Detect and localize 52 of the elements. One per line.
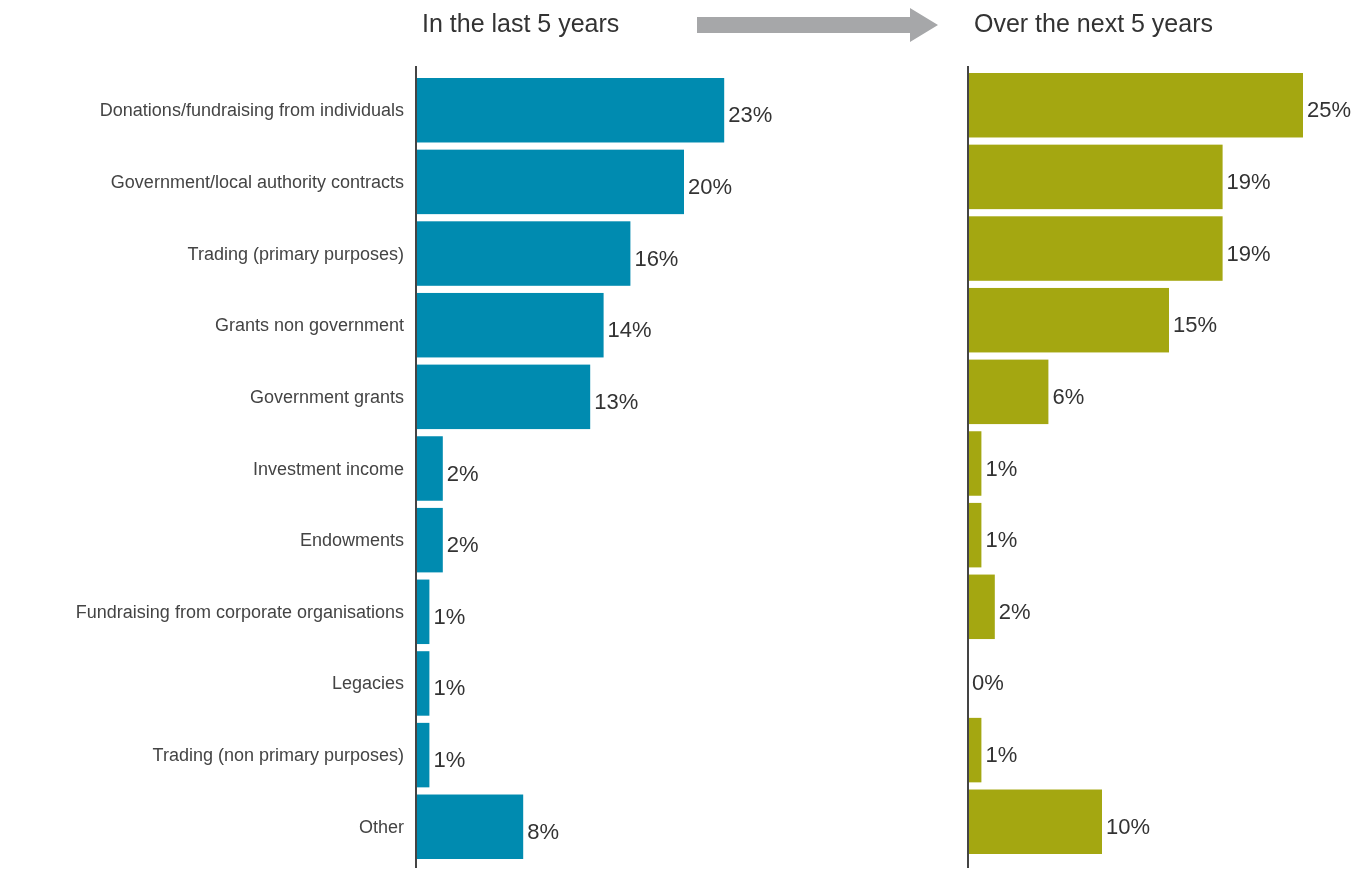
- data-label: 10%: [1106, 813, 1151, 839]
- chart-title: In the last 5 years: [422, 9, 620, 37]
- bar: [416, 221, 631, 286]
- bar: [416, 78, 725, 143]
- bar: [416, 507, 443, 573]
- bar: [968, 431, 982, 496]
- data-label: 15%: [1173, 312, 1218, 338]
- y-tick-label: Donations/fundraising from individuals: [99, 100, 404, 121]
- data-label: 8%: [527, 818, 559, 844]
- bar: [416, 651, 430, 716]
- data-label: 2%: [998, 598, 1031, 624]
- y-tick-label: Trading (non primary purposes): [152, 745, 404, 766]
- data-label: 20%: [688, 173, 733, 199]
- bar: [416, 292, 604, 358]
- data-label: 1%: [985, 455, 1018, 481]
- chart-title: Over the next 5 years: [974, 9, 1214, 37]
- data-label: 16%: [634, 245, 679, 271]
- data-label: 2%: [446, 460, 479, 486]
- bar: [968, 216, 1223, 281]
- data-label: 2%: [446, 532, 479, 558]
- bar: [968, 789, 1102, 854]
- bar: [968, 574, 995, 640]
- bar: [968, 144, 1223, 210]
- data-label: 6%: [1052, 383, 1085, 409]
- data-label: 25%: [1307, 97, 1352, 123]
- data-label: 1%: [433, 747, 466, 773]
- y-tick-label: Government grants: [249, 386, 404, 407]
- data-label: 14%: [607, 317, 652, 343]
- data-label: 19%: [1226, 240, 1271, 266]
- y-tick-label: Endowments: [299, 530, 404, 551]
- data-label: 13%: [594, 388, 639, 414]
- data-label: 1%: [433, 603, 466, 629]
- data-label: 1%: [985, 742, 1018, 768]
- y-tick-label: Grants non government: [214, 315, 404, 336]
- bar: [968, 287, 1169, 353]
- data-label: 19%: [1226, 168, 1271, 194]
- bar: [968, 73, 1303, 138]
- bar: [416, 364, 591, 430]
- y-tick-label: Trading (primary purposes): [187, 243, 404, 264]
- y-tick-label: Other: [358, 816, 404, 837]
- bar: [416, 436, 443, 501]
- data-label: 1%: [433, 675, 466, 701]
- y-tick-label: Legacies: [331, 673, 404, 694]
- y-tick-label: Fundraising from corporate organisations: [75, 601, 404, 622]
- y-tick-label: Government/local authority contracts: [110, 171, 404, 192]
- data-label: 0%: [972, 670, 1004, 696]
- data-label: 1%: [985, 527, 1018, 553]
- bar: [416, 794, 524, 859]
- data-label: 23%: [728, 102, 773, 128]
- bar: [416, 149, 684, 215]
- y-tick-label: Investment income: [252, 458, 404, 479]
- bar: [968, 359, 1049, 425]
